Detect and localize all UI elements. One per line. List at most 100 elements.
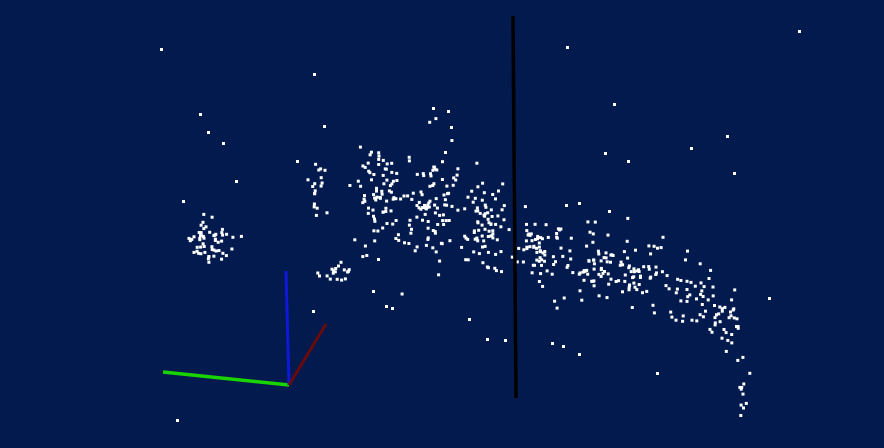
point (562, 345, 565, 348)
point (450, 204, 454, 208)
point (207, 255, 211, 258)
point (592, 267, 596, 271)
point (390, 161, 394, 165)
point (375, 189, 378, 193)
point (475, 206, 479, 210)
point (395, 171, 399, 175)
point (605, 296, 609, 300)
point (559, 246, 563, 250)
point (400, 292, 404, 296)
point (617, 279, 621, 283)
point (366, 211, 370, 215)
point (407, 159, 411, 163)
point (346, 270, 350, 274)
point (540, 237, 544, 241)
point (586, 272, 590, 276)
point (599, 268, 603, 272)
point (674, 291, 678, 295)
point (524, 239, 528, 243)
point (502, 218, 506, 222)
point (648, 276, 652, 280)
point (720, 307, 724, 311)
point (313, 189, 317, 193)
point (497, 189, 500, 193)
point (441, 219, 445, 223)
point (323, 125, 326, 128)
point (460, 245, 464, 249)
point (541, 284, 545, 288)
point (688, 293, 692, 297)
point (536, 237, 539, 241)
split-divider-line[interactable] (511, 15, 518, 399)
point (480, 198, 484, 202)
point (565, 204, 568, 207)
point (700, 303, 704, 306)
point (371, 208, 375, 212)
point (625, 239, 629, 243)
point (368, 153, 372, 157)
point (496, 214, 500, 218)
point (539, 236, 543, 240)
point (199, 113, 202, 116)
point (450, 126, 453, 129)
point (626, 216, 630, 220)
point (530, 239, 534, 243)
point (433, 211, 437, 215)
point (466, 237, 470, 241)
point (580, 298, 584, 302)
point (585, 268, 589, 272)
point (647, 267, 651, 271)
point (432, 165, 436, 169)
point (701, 315, 705, 319)
point (224, 254, 228, 258)
point (525, 247, 529, 251)
point (348, 184, 352, 187)
point (361, 201, 365, 205)
point (394, 237, 398, 240)
point (655, 271, 658, 275)
point (311, 185, 315, 188)
point (395, 179, 399, 182)
point (442, 223, 446, 226)
point (207, 260, 211, 264)
point (380, 192, 384, 196)
point (481, 181, 485, 185)
point (406, 194, 410, 198)
point (319, 176, 323, 180)
point (410, 197, 414, 201)
point (201, 234, 205, 238)
point (553, 299, 557, 303)
point (733, 288, 737, 292)
point (632, 270, 636, 274)
point (377, 154, 381, 158)
point (216, 240, 220, 244)
point (433, 230, 437, 233)
point (385, 305, 388, 308)
point (456, 167, 460, 171)
point (374, 198, 378, 202)
point (480, 234, 484, 238)
point (394, 197, 398, 201)
point (176, 419, 179, 422)
point (603, 270, 606, 273)
point (388, 184, 392, 188)
point (593, 220, 597, 224)
point (377, 157, 381, 161)
point (382, 182, 386, 186)
point (700, 289, 704, 293)
point (732, 316, 736, 320)
point (627, 264, 631, 268)
point (380, 189, 384, 193)
point (319, 167, 323, 171)
point (619, 260, 623, 264)
point (533, 238, 537, 241)
point (604, 152, 607, 155)
point (713, 316, 717, 320)
point (588, 230, 592, 234)
point (363, 244, 367, 248)
point (522, 248, 526, 252)
axis-x-red (287, 323, 328, 386)
point (685, 288, 689, 291)
